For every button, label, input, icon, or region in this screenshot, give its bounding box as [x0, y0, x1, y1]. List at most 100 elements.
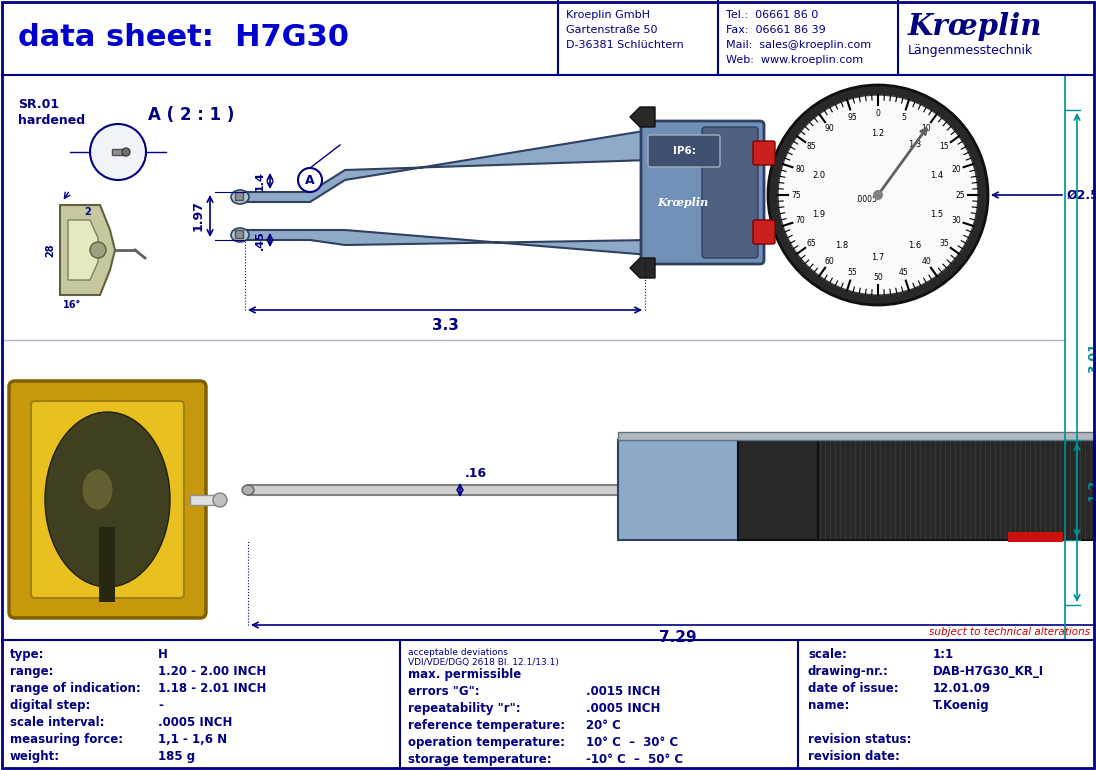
Text: 35: 35 [939, 239, 949, 248]
Text: 2: 2 [84, 207, 91, 217]
Text: .0005 INCH: .0005 INCH [586, 702, 661, 715]
Circle shape [90, 124, 146, 180]
Text: repeatability "r":: repeatability "r": [408, 702, 521, 715]
Text: Mail:  sales@kroeplin.com: Mail: sales@kroeplin.com [726, 40, 871, 50]
Text: drawing-nr.:: drawing-nr.: [808, 665, 889, 678]
Text: 25: 25 [956, 190, 964, 199]
Text: range:: range: [10, 665, 54, 678]
Bar [1008, 532, 1063, 542]
Text: Kroeplin GmbH: Kroeplin GmbH [566, 10, 650, 20]
Text: 1.6: 1.6 [907, 241, 921, 249]
Text: 40: 40 [922, 257, 932, 266]
Polygon shape [68, 220, 98, 280]
Text: 95: 95 [848, 112, 857, 122]
Text: type:: type: [10, 648, 45, 661]
Text: 1.7: 1.7 [871, 253, 884, 262]
Ellipse shape [242, 485, 254, 495]
Text: acceptable deviations: acceptable deviations [408, 648, 507, 657]
FancyBboxPatch shape [703, 127, 758, 258]
Ellipse shape [231, 190, 249, 204]
Text: VDI/VDE/DGQ 2618 Bl. 12.1/13.1): VDI/VDE/DGQ 2618 Bl. 12.1/13.1) [408, 658, 559, 667]
Text: 60: 60 [825, 257, 835, 266]
Text: 16°: 16° [62, 300, 81, 310]
Bar [248, 485, 618, 495]
Text: 5: 5 [901, 112, 905, 122]
Text: Tel.:  06661 86 0: Tel.: 06661 86 0 [726, 10, 819, 20]
Text: 3.3: 3.3 [432, 318, 458, 333]
Text: 1:1: 1:1 [933, 648, 955, 661]
Text: 12.01.09: 12.01.09 [933, 682, 991, 695]
Text: 0: 0 [876, 109, 880, 118]
Text: 70: 70 [795, 216, 804, 225]
Text: 1.3: 1.3 [907, 140, 921, 149]
Text: Gartenstraße 50: Gartenstraße 50 [566, 25, 658, 35]
Text: -: - [158, 699, 163, 712]
Text: D-36381 Schlüchtern: D-36381 Schlüchtern [566, 40, 684, 50]
Ellipse shape [45, 412, 170, 587]
Text: 85: 85 [807, 142, 817, 151]
Text: .0015 INCH: .0015 INCH [586, 685, 661, 698]
Text: range of indication:: range of indication: [10, 682, 140, 695]
Text: 55: 55 [848, 269, 857, 277]
Text: 1.4: 1.4 [255, 171, 265, 191]
Text: Fax:  06661 86 39: Fax: 06661 86 39 [726, 25, 825, 35]
Circle shape [778, 95, 978, 295]
Circle shape [768, 85, 987, 305]
FancyBboxPatch shape [648, 135, 720, 167]
FancyBboxPatch shape [753, 141, 775, 165]
Polygon shape [246, 230, 650, 255]
Circle shape [90, 242, 106, 258]
Circle shape [122, 148, 130, 156]
Text: 80: 80 [796, 165, 804, 174]
Bar [235, 230, 243, 238]
Text: errors "G":: errors "G": [408, 685, 480, 698]
Text: 20° C: 20° C [586, 719, 620, 732]
Text: hardened: hardened [18, 113, 85, 126]
Text: 1.20 - 2.00 INCH: 1.20 - 2.00 INCH [158, 665, 266, 678]
Bar [738, 440, 818, 540]
Text: 50: 50 [874, 273, 883, 282]
Text: H: H [158, 648, 168, 661]
Polygon shape [60, 205, 115, 295]
Text: operation temperature:: operation temperature: [408, 736, 566, 749]
Text: 15: 15 [939, 142, 949, 151]
Polygon shape [246, 130, 650, 202]
Text: weight:: weight: [10, 750, 60, 763]
Bar [112, 149, 124, 155]
Text: 75: 75 [791, 190, 801, 199]
Text: name:: name: [808, 699, 849, 712]
Circle shape [874, 190, 883, 200]
Text: reference temperature:: reference temperature: [408, 719, 566, 732]
Text: revision date:: revision date: [808, 750, 900, 763]
Text: 90: 90 [825, 124, 835, 133]
FancyBboxPatch shape [9, 381, 206, 618]
Text: Längenmesstechnik: Längenmesstechnik [907, 44, 1034, 57]
Text: date of issue:: date of issue: [808, 682, 899, 695]
Text: 10° C  –  30° C: 10° C – 30° C [586, 736, 678, 749]
Text: 1.2: 1.2 [1087, 479, 1096, 501]
Text: -10° C  –  50° C: -10° C – 50° C [586, 753, 683, 766]
Text: 1.9: 1.9 [812, 209, 825, 219]
Bar [618, 440, 738, 540]
Text: 28: 28 [45, 243, 55, 257]
Text: .16: .16 [465, 467, 487, 480]
Bar [235, 192, 243, 200]
Circle shape [213, 493, 227, 507]
Bar [818, 440, 1096, 540]
Text: Ø2.54: Ø2.54 [1068, 189, 1096, 202]
Text: digital step:: digital step: [10, 699, 90, 712]
Text: 1.4: 1.4 [931, 172, 944, 180]
Text: scale:: scale: [808, 648, 847, 661]
Text: scale interval:: scale interval: [10, 716, 104, 729]
Text: revision status:: revision status: [808, 733, 912, 746]
Text: measuring force:: measuring force: [10, 733, 123, 746]
Text: DAB-H7G30_KR_I: DAB-H7G30_KR_I [933, 665, 1044, 678]
Text: 1.18 - 2.01 INCH: 1.18 - 2.01 INCH [158, 682, 266, 695]
Ellipse shape [231, 228, 249, 242]
Text: Web:  www.kroeplin.com: Web: www.kroeplin.com [726, 55, 864, 65]
Text: 7.29: 7.29 [659, 630, 697, 645]
Text: data sheet:  H7G30: data sheet: H7G30 [18, 23, 349, 52]
Text: max. permissible: max. permissible [408, 668, 522, 681]
Bar [3, 75, 1094, 640]
Text: 45: 45 [899, 269, 909, 277]
